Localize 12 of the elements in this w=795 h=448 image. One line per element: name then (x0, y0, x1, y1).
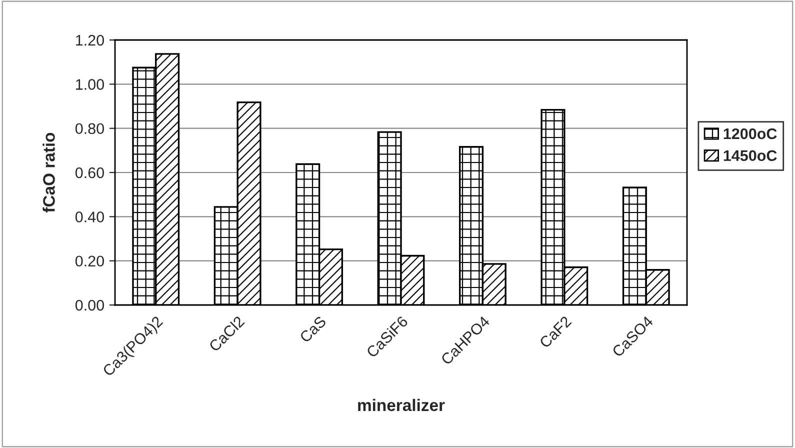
legend-label: 1200oC (724, 128, 777, 140)
y-tick-label: 0.60 (75, 167, 104, 178)
y-tick-label: 0.00 (75, 300, 104, 311)
legend-label: 1450oC (724, 150, 777, 162)
y-tick-label: 0.40 (75, 212, 104, 222)
y-tick-label: 0.20 (75, 256, 104, 267)
x-axis-title: mineralizer (358, 398, 445, 412)
y-tick-label: 1.20 (76, 34, 104, 46)
y-axis-title: fCaO ratio (42, 132, 55, 212)
x-tick-label: CaS (299, 316, 327, 344)
y-tick-label: 1.00 (76, 79, 104, 90)
y-tick-label: 0.80 (75, 123, 104, 134)
